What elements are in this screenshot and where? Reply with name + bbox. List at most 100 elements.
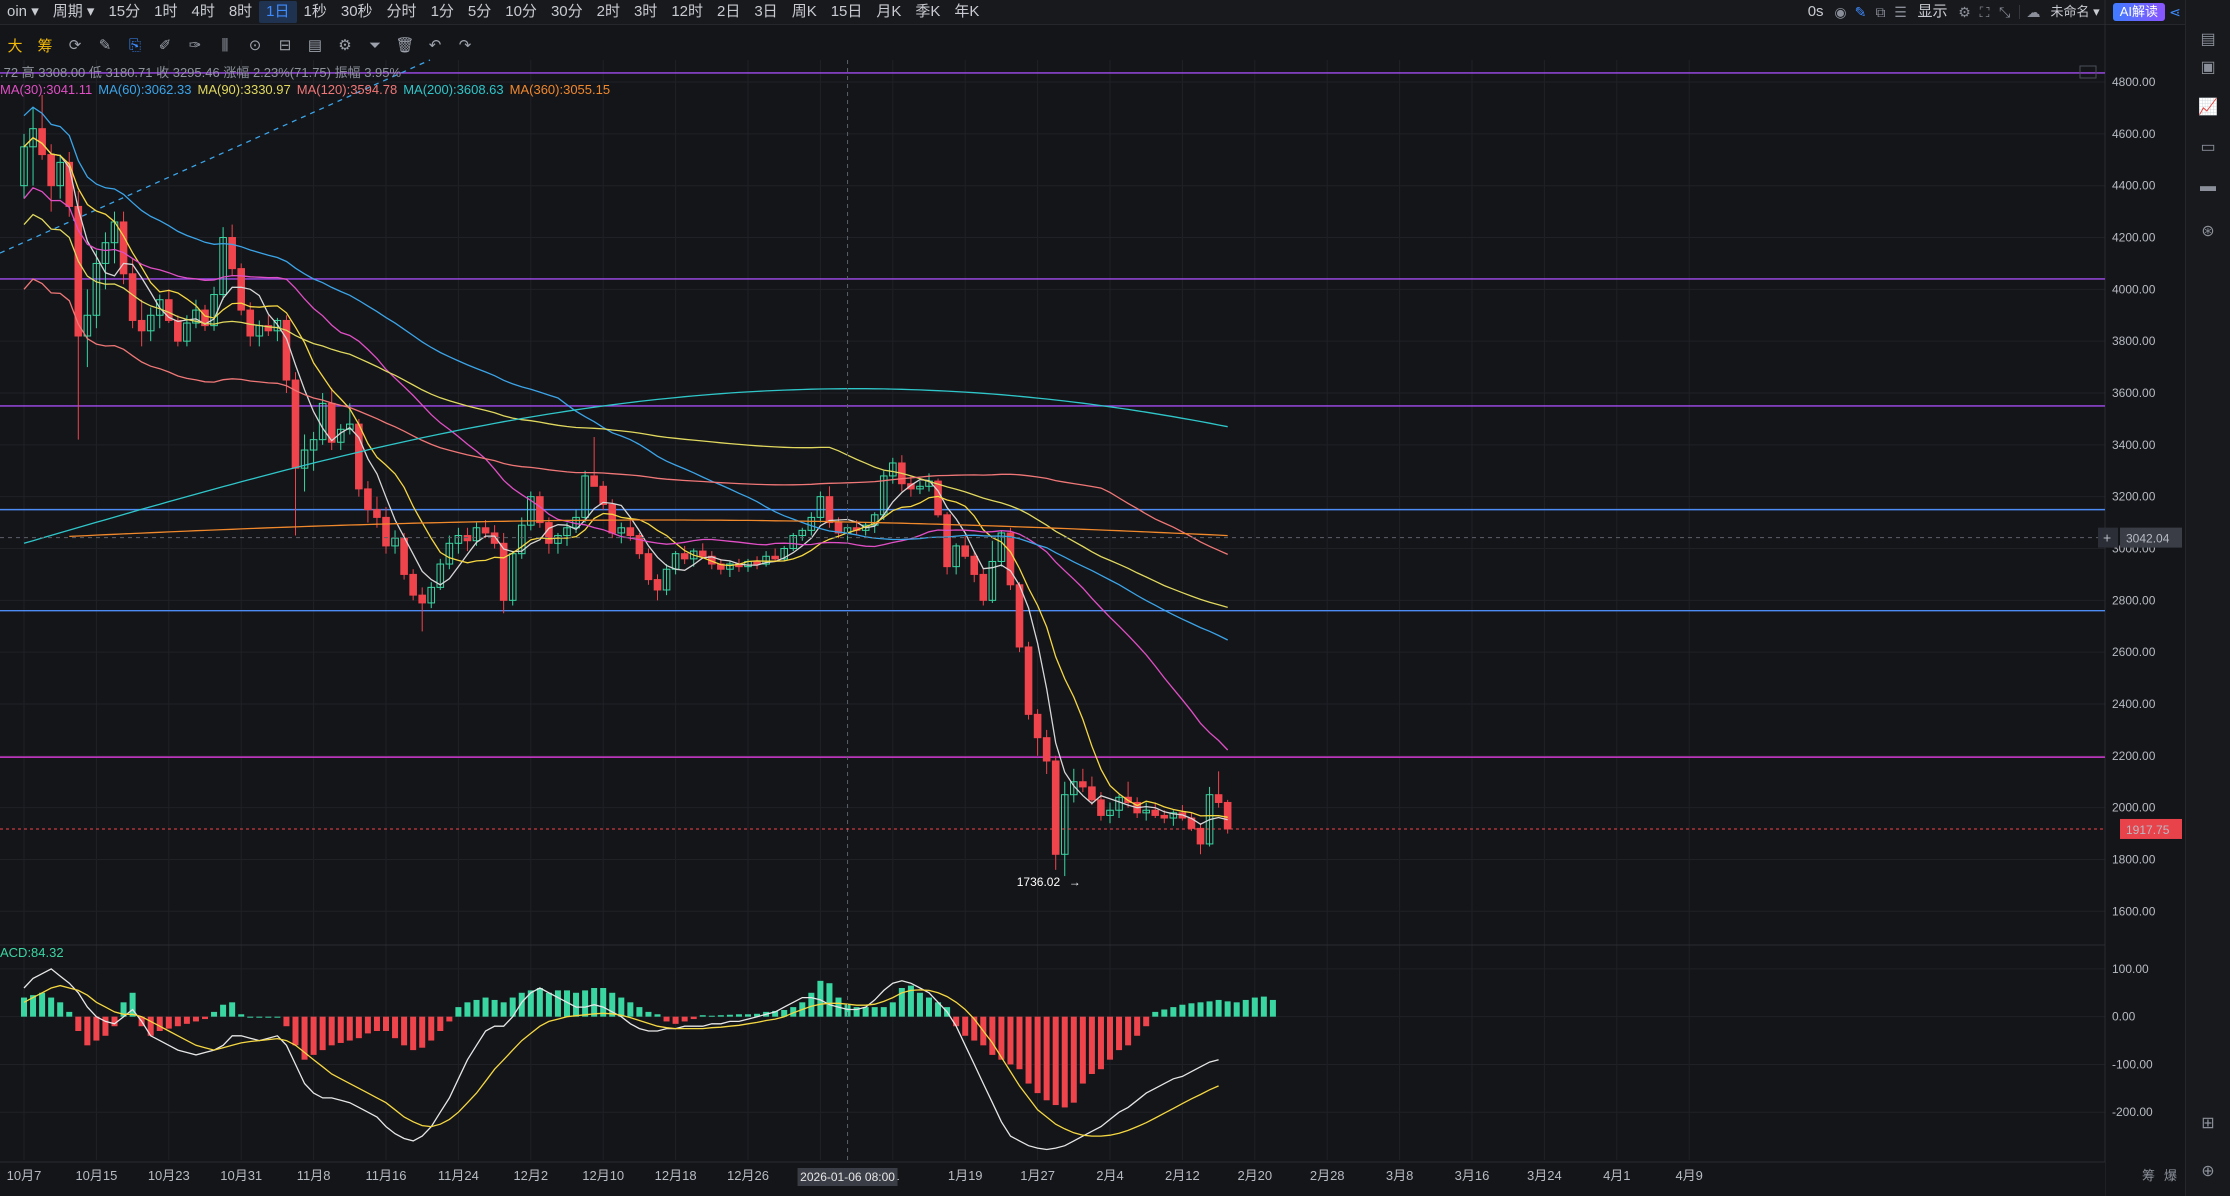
interval-tab[interactable]: 30分 [550, 3, 583, 20]
chart-icon[interactable]: 📈 [2198, 99, 2218, 116]
share-icon[interactable]: ⋖ [2169, 3, 2181, 20]
redo-icon[interactable]: ↷ [458, 37, 472, 54]
pen-icon[interactable]: ✐ [158, 37, 172, 54]
interval-tab[interactable]: 10分 [505, 3, 537, 20]
interval-tab[interactable]: 12时 [671, 3, 703, 20]
monitor-icon[interactable]: ▭ [2200, 139, 2216, 156]
x-tick-label: 12月2 [513, 1168, 548, 1183]
brush-icon[interactable]: ✑ [188, 37, 202, 54]
macd-bar [726, 1014, 733, 1017]
macd-bar [491, 999, 498, 1017]
interval-tab[interactable]: 1日 [259, 1, 297, 23]
interval-tab[interactable]: 年K [954, 3, 980, 20]
candle-body [988, 560, 997, 601]
macd-bar [392, 1016, 399, 1039]
interval-tab[interactable]: 15分 [108, 3, 141, 20]
chart-canvas[interactable]: 1600.00 1800.00 2000.00 2200.00 2400.00 2600.… [0, 0, 2185, 1196]
chips-icon[interactable]: 筹 [37, 37, 53, 55]
interval-tab[interactable]: 月K [876, 3, 902, 20]
filter-icon[interactable]: ⏷ [368, 36, 381, 54]
undo-icon[interactable]: ↶ [428, 37, 442, 54]
last-price-tag [2120, 818, 2182, 839]
interval-tab[interactable]: 15日 [830, 3, 863, 20]
layers-icon[interactable]: ⊟ [278, 37, 292, 54]
interval-tab[interactable]: 周K [791, 3, 817, 20]
symbol-selector[interactable]: oin ▾ [7, 3, 39, 20]
camera-icon[interactable]: ◉ [1834, 3, 1847, 20]
compare-icon[interactable]: ⟳ [68, 37, 82, 54]
interval-tab[interactable]: 8时 [228, 3, 253, 20]
card-icon[interactable]: ▬ [2200, 178, 2216, 195]
interval-tab[interactable]: 2时 [596, 3, 620, 20]
macd-bar [500, 1002, 507, 1017]
expand-icon[interactable]: ⊕ [2201, 1163, 2215, 1180]
macd-bar [1170, 1007, 1177, 1017]
copy-icon[interactable]: ⎘ [128, 36, 141, 54]
candle-body [1160, 814, 1169, 819]
pen-icon[interactable]: ✎ [1854, 3, 1867, 20]
macd-bar [1251, 997, 1258, 1017]
interval-tab[interactable]: 2日 [717, 3, 741, 20]
x-tick-label: 2月20 [1237, 1168, 1272, 1183]
x-tick-label: 2月4 [1096, 1168, 1123, 1183]
interval-tab[interactable]: 1秒 [303, 3, 327, 20]
interval-tab[interactable]: 3日 [754, 3, 778, 20]
interval-tab[interactable]: 季K [915, 3, 941, 20]
macd-tick-label: 0.00 [2112, 1010, 2136, 1024]
macd-bar [1125, 1016, 1132, 1046]
crosshair-price-tag [2120, 527, 2182, 548]
price-tick-label: 4600.00 [2112, 127, 2156, 141]
fullscreen-icon[interactable]: ⛶ [1979, 3, 1990, 20]
macd-bar [618, 997, 625, 1017]
candle-body [119, 221, 128, 275]
interval-tab[interactable]: 30秒 [340, 3, 373, 20]
candle-body [436, 563, 445, 588]
trash-icon[interactable]: 🗑 [395, 37, 415, 54]
interval-tab[interactable]: 1时 [154, 3, 178, 20]
macd-bar [1025, 1016, 1032, 1084]
interval-tab[interactable]: 5分 [467, 3, 492, 20]
candle-body [581, 475, 589, 518]
big-text-icon[interactable]: 大 [7, 37, 23, 55]
chips-toggle-icon[interactable]: 筹 [2142, 1168, 2155, 1183]
liquidation-toggle-icon[interactable]: 爆 [2164, 1168, 2177, 1183]
macd-bar [75, 1016, 82, 1031]
ai-analysis-button[interactable]: AI解读 [2112, 3, 2165, 21]
interval-tab[interactable]: 4时 [191, 3, 215, 20]
candle-body [916, 485, 924, 490]
popout-icon[interactable]: ⧉ [1875, 3, 1886, 20]
macd-bar [1134, 1016, 1141, 1036]
candle-body [680, 553, 689, 560]
price-tick-label: 2400.00 [2112, 697, 2156, 711]
wallet-icon[interactable]: ▣ [2200, 59, 2216, 76]
candle-body [970, 555, 979, 575]
draw-icon[interactable]: ✎ [98, 37, 112, 54]
candle-body [952, 545, 960, 568]
interval-tab[interactable]: 1分 [430, 3, 454, 20]
link-icon[interactable]: ⊛ [2201, 223, 2215, 240]
layout-icon[interactable]: ⊞ [2201, 1115, 2215, 1132]
orders-icon[interactable]: ▤ [2200, 31, 2216, 48]
gear-icon[interactable]: ⚙ [1958, 3, 1971, 20]
resize-icon[interactable]: ⤡ [1998, 3, 2011, 20]
macd-bar [898, 988, 905, 1017]
ma-legend-item: MA(360):3055.15 [509, 82, 611, 97]
macd-bar [1188, 1003, 1195, 1017]
magnet-icon[interactable]: ⊙ [248, 37, 262, 54]
candle-body [174, 319, 182, 342]
x-tick-label: 3月16 [1455, 1168, 1490, 1183]
settings-icon[interactable]: ⚙ [338, 37, 352, 54]
candle-body [726, 563, 734, 570]
indicator-icon[interactable]: ⫼ [221, 36, 229, 54]
macd-bar [310, 1016, 317, 1055]
x-tick-label: 3月8 [1386, 1168, 1413, 1183]
period-selector[interactable]: 周期 ▾ [52, 3, 95, 20]
display-button[interactable]: 显示 [1917, 3, 1948, 20]
interval-tab[interactable]: 3时 [633, 3, 658, 20]
layout-name[interactable]: 未命名 ▾ [2050, 4, 2100, 19]
list-icon[interactable]: ☰ [1894, 3, 1907, 20]
notes-icon[interactable]: ▤ [307, 37, 323, 54]
ma-legend-item: MA(90):3330.97 [197, 82, 291, 97]
interval-tab[interactable]: 分时 [386, 3, 417, 20]
candle-body [825, 496, 834, 524]
